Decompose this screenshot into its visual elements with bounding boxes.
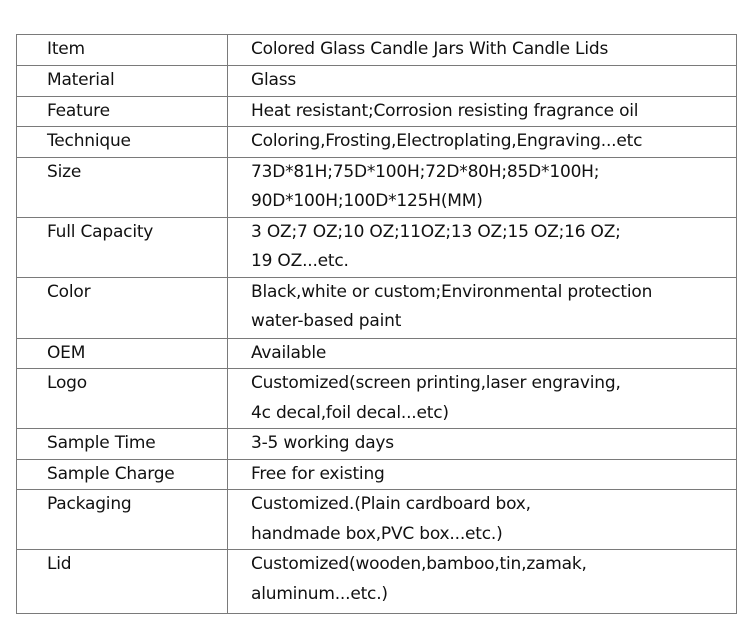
spec-label: OEM: [16, 337, 228, 369]
spec-label: Color: [16, 276, 228, 339]
spec-value-line: Colored Glass Candle Jars With Candle Li…: [251, 39, 609, 59]
spec-value-line: 73D*81H;75D*100H;72D*80H;85D*100H;: [251, 161, 600, 182]
table-row: Color Black,white or custom;Environmental…: [16, 276, 737, 339]
spec-value-line: 90D*100H;100D*125H(MM): [251, 191, 483, 211]
table-row: Technique Coloring,Frosting,Electroplatin…: [16, 126, 737, 158]
spec-value: Customized(screen printing,laser engravi…: [227, 368, 737, 429]
spec-value: Colored Glass Candle Jars With Candle Li…: [227, 34, 737, 66]
spec-value-line: 3-5 working days: [251, 433, 394, 453]
spec-value: 73D*81H;75D*100H;72D*80H;85D*100H; 90D*10…: [227, 156, 737, 218]
spec-value: Heat resistant;Corrosion resisting fragr…: [227, 95, 737, 127]
spec-label: Lid: [16, 549, 228, 614]
spec-label: Packaging: [16, 489, 228, 550]
table-row: Size 73D*81H;75D*100H;72D*80H;85D*100H; 90…: [16, 156, 737, 218]
table-row: Sample Charge Free for existing: [16, 458, 737, 490]
spec-label: Sample Charge: [16, 458, 228, 490]
spec-value-line: Available: [251, 342, 327, 363]
spec-value-line: Customized(screen printing,laser engravi…: [251, 373, 621, 393]
spec-value-line: Glass: [251, 70, 297, 90]
spec-value: Glass: [227, 65, 737, 97]
spec-value: Free for existing: [227, 458, 737, 490]
spec-value-line: handmade box,PVC box...etc.): [251, 523, 503, 544]
spec-table: Item Colored Glass Candle Jars With Candl…: [16, 34, 737, 614]
spec-label: Item: [16, 34, 228, 66]
table-row: Item Colored Glass Candle Jars With Candl…: [16, 34, 737, 66]
spec-label: Feature: [16, 95, 228, 127]
table-row: Sample Time 3-5 working days: [16, 428, 737, 460]
table-row: OEM Available: [16, 337, 737, 369]
spec-label: Size: [16, 156, 228, 218]
spec-value-line: 19 OZ...etc.: [251, 251, 349, 271]
spec-value-line: Customized(wooden,bamboo,tin,zamak,: [251, 554, 587, 574]
spec-value: Customized.(Plain cardboard box, handmade…: [227, 489, 737, 550]
spec-value: Coloring,Frosting,Electroplating,Engravi…: [227, 126, 737, 158]
spec-value-line: 4c decal,foil decal...etc): [251, 402, 449, 423]
spec-value-line: Coloring,Frosting,Electroplating,Engravi…: [251, 131, 643, 151]
spec-value-line: Customized.(Plain cardboard box,: [251, 494, 531, 514]
spec-label: Sample Time: [16, 428, 228, 460]
spec-label: Logo: [16, 368, 228, 429]
table-row: Feature Heat resistant;Corrosion resistin…: [16, 95, 737, 127]
spec-value-line: Black,white or custom;Environmental prot…: [251, 281, 653, 302]
spec-value-line: Heat resistant;Corrosion resisting fragr…: [251, 100, 639, 121]
table-row: Packaging Customized.(Plain cardboard box…: [16, 489, 737, 550]
spec-value: Black,white or custom;Environmental prot…: [227, 276, 737, 339]
spec-value-line: aluminum...etc.): [251, 583, 388, 604]
spec-value-line: water-based paint: [251, 311, 402, 331]
table-row: Material Glass: [16, 65, 737, 97]
spec-label: Technique: [16, 126, 228, 158]
table-row: Full Capacity 3 OZ;7 OZ;10 OZ;11OZ;13 OZ;…: [16, 216, 737, 278]
table-row: Lid Customized(wooden,bamboo,tin,zamak, al…: [16, 549, 737, 614]
spec-value-line: Free for existing: [251, 463, 385, 484]
spec-table-body: Item Colored Glass Candle Jars With Candl…: [16, 34, 737, 614]
spec-value: 3-5 working days: [227, 428, 737, 460]
table-row: Logo Customized(screen printing,laser eng…: [16, 368, 737, 429]
spec-label: Material: [16, 65, 228, 97]
spec-value-line: 3 OZ;7 OZ;10 OZ;11OZ;13 OZ;15 OZ;16 OZ;: [251, 221, 621, 242]
spec-value: Customized(wooden,bamboo,tin,zamak, alumi…: [227, 549, 737, 614]
spec-value: Available: [227, 337, 737, 369]
spec-value: 3 OZ;7 OZ;10 OZ;11OZ;13 OZ;15 OZ;16 OZ; 1…: [227, 216, 737, 278]
spec-label: Full Capacity: [16, 216, 228, 278]
